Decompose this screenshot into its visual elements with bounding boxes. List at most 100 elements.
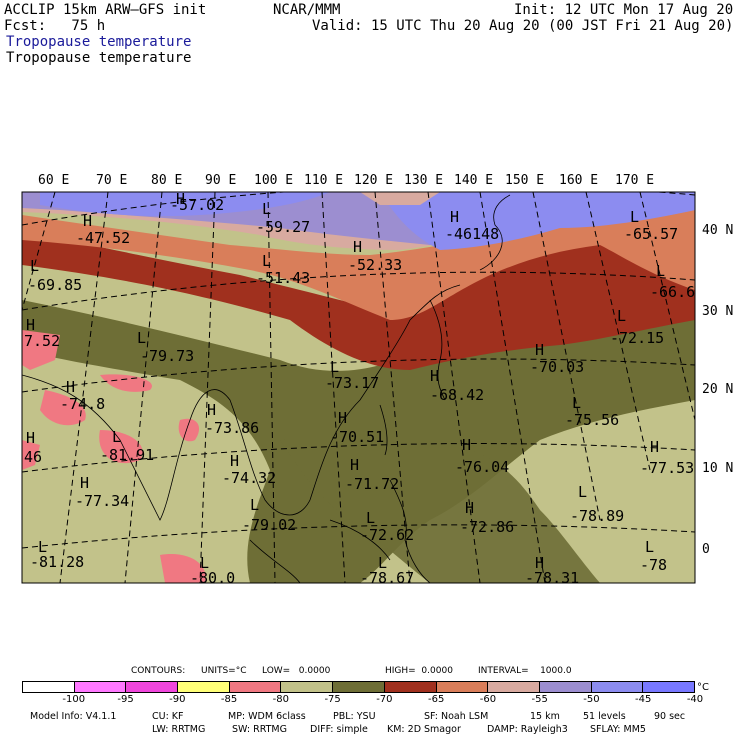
hl-symbol: H bbox=[83, 212, 92, 230]
hl-symbol: H bbox=[26, 429, 35, 447]
graticule bbox=[22, 192, 695, 583]
colorbar-tick-label: -90 bbox=[169, 694, 186, 705]
contours-label: CONTOURS: bbox=[131, 666, 186, 676]
shaded-field bbox=[22, 192, 695, 583]
hl-value: -72.15 bbox=[610, 329, 664, 347]
longitude-labels: 60 E 70 E 80 E 90 E 100 E 110 E 120 E 13… bbox=[38, 173, 654, 188]
lat-label: 10 N bbox=[702, 461, 733, 476]
hl-value: -78.31 bbox=[525, 569, 579, 587]
colorbar bbox=[22, 681, 695, 693]
lon-label: 110 E bbox=[304, 173, 343, 188]
hl-value: 7.52 bbox=[24, 332, 60, 350]
lat-label: 40 N bbox=[702, 223, 733, 238]
colorbar-tick-label: -40 bbox=[686, 694, 704, 705]
coastlines bbox=[22, 194, 511, 583]
hl-value: -52.33 bbox=[348, 256, 402, 274]
hl-symbol: H bbox=[465, 499, 474, 517]
timestep: 90 sec bbox=[654, 711, 686, 722]
hl-symbol: L bbox=[617, 307, 626, 325]
colorbar-unit: °C bbox=[697, 682, 709, 693]
cumulus-scheme: CU: KF bbox=[152, 711, 184, 722]
hl-value: -75.56 bbox=[565, 411, 619, 429]
hl-symbol: L bbox=[30, 257, 39, 275]
hl-value: -51.43 bbox=[256, 269, 310, 287]
hl-symbol: L bbox=[578, 483, 587, 501]
hl-value: -76.04 bbox=[455, 458, 509, 476]
map-frame bbox=[21, 191, 696, 584]
high-label: HIGH= 0.0000 bbox=[385, 666, 453, 676]
hl-value: -77.53 bbox=[640, 459, 694, 477]
lon-label: 120 E bbox=[354, 173, 393, 188]
hl-symbol: L bbox=[645, 538, 654, 556]
latitude-labels: 40 N 30 N 20 N 10 N 0 bbox=[702, 223, 733, 557]
hl-symbol: L bbox=[330, 358, 339, 376]
surface-scheme: SF: Noah LSM bbox=[424, 711, 489, 722]
colorbar-swatch bbox=[74, 682, 127, 692]
colorbar-tick-label: -95 bbox=[117, 694, 134, 705]
hl-value: -80.0 bbox=[190, 569, 235, 587]
hl-value: -79.02 bbox=[242, 516, 296, 534]
hl-value: -78.67 bbox=[360, 569, 414, 587]
hl-symbol: H bbox=[535, 554, 544, 572]
hl-symbol: L bbox=[366, 509, 375, 527]
hl-symbol: H bbox=[450, 208, 459, 226]
hl-symbol: L bbox=[378, 554, 387, 572]
colorbar-tick-label: -60 bbox=[479, 694, 497, 705]
shortwave-scheme: SW: RRTMG bbox=[232, 724, 287, 735]
hl-symbol: L bbox=[656, 262, 665, 280]
resolution: 15 km bbox=[530, 711, 560, 722]
hl-value: -73.86 bbox=[205, 419, 259, 437]
colorbar-tick-label: -100 bbox=[62, 694, 86, 705]
field-title-contour: Tropopause temperature bbox=[6, 50, 192, 66]
hl-value: -68.42 bbox=[430, 386, 484, 404]
hl-symbol: L bbox=[137, 329, 146, 347]
hl-symbol: L bbox=[112, 428, 121, 446]
hl-symbol: H bbox=[462, 436, 471, 454]
init-time: Init: 12 UTC Mon 17 Aug 20 bbox=[514, 2, 734, 18]
hl-symbol: H bbox=[430, 367, 439, 385]
hl-value: -70.51 bbox=[330, 428, 384, 446]
colorbar-tick-label: -50 bbox=[583, 694, 600, 705]
hl-symbol: H bbox=[650, 438, 659, 456]
low-label: LOW= 0.0000 bbox=[262, 666, 331, 676]
lon-label: 160 E bbox=[559, 173, 598, 188]
colorbar-labels: -100 -95 -90 -85 -80 -75 -70 -65 -60 -55 -50 -45 -40… bbox=[0, 682, 740, 706]
hl-value: -72.62 bbox=[360, 526, 414, 544]
colorbar-swatch bbox=[333, 682, 385, 692]
forecast-hour: Fcst: 75 h bbox=[4, 18, 106, 34]
longwave-scheme: LW: RRTMG bbox=[152, 724, 206, 735]
lon-label: 60 E bbox=[38, 173, 69, 188]
hl-symbol: H bbox=[207, 401, 216, 419]
colorbar-swatch bbox=[229, 682, 282, 692]
hl-value: -81.91 bbox=[100, 446, 154, 464]
hl-value: -71.72 bbox=[345, 475, 399, 493]
field-title-shaded: Tropopause temperature bbox=[6, 34, 192, 50]
colorbar-tick-label: -70 bbox=[376, 694, 393, 705]
hl-symbol: H bbox=[535, 341, 544, 359]
hl-value: -70.03 bbox=[530, 358, 584, 376]
colorbar-tick-label: -55 bbox=[531, 694, 548, 705]
hl-value: -46148 bbox=[445, 225, 499, 243]
interval-label: INTERVAL= 1000.0 bbox=[478, 666, 572, 676]
colorbar-swatch bbox=[384, 682, 437, 692]
km-option: KM: 2D Smagor bbox=[387, 724, 461, 735]
high-low-markers: H -57.02 H -47.52 L -59.27 H -46148 L -6… bbox=[24, 190, 695, 587]
hl-value: -73.17 bbox=[325, 374, 379, 392]
hl-value: -78 bbox=[640, 556, 667, 574]
hl-symbol: H bbox=[26, 316, 35, 334]
colorbar-tick-label: -65 bbox=[427, 694, 445, 705]
units-label: UNITS=°C bbox=[201, 666, 247, 676]
hl-symbol: H bbox=[80, 474, 89, 492]
hl-value: -69.85 bbox=[28, 276, 82, 294]
hl-symbol: H bbox=[350, 456, 359, 474]
colorbar-tick-label: -85 bbox=[220, 694, 238, 705]
hl-value: 46 bbox=[24, 448, 42, 466]
hl-symbol: H bbox=[353, 238, 362, 256]
lon-label: 130 E bbox=[404, 173, 443, 188]
hl-value: -72.86 bbox=[460, 518, 514, 536]
hl-value: -77.34 bbox=[75, 492, 129, 510]
colorbar-swatch bbox=[126, 682, 179, 692]
colorbar-tick-label: -80 bbox=[272, 694, 290, 705]
hl-value: -74.32 bbox=[222, 469, 276, 487]
